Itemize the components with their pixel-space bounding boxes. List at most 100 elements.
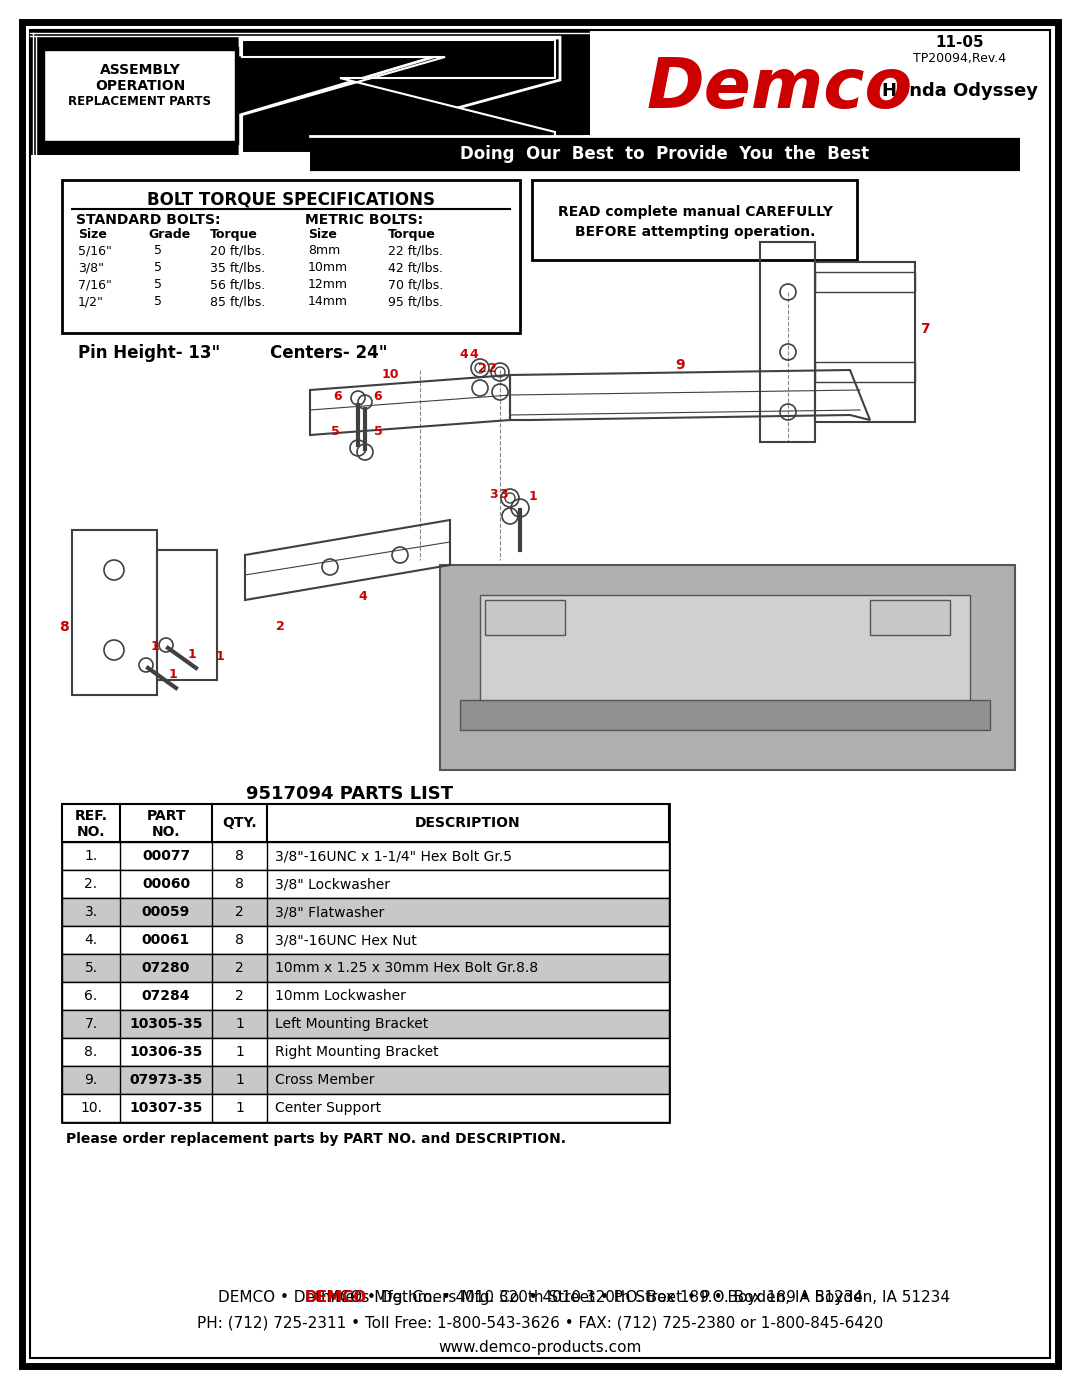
Text: 12mm: 12mm: [308, 278, 348, 291]
Text: 2: 2: [275, 620, 284, 633]
Text: BOLT TORQUE SPECIFICATIONS: BOLT TORQUE SPECIFICATIONS: [147, 190, 435, 208]
Text: 10mm: 10mm: [308, 261, 348, 273]
Bar: [62, 898, 669, 926]
Text: 10305-35: 10305-35: [130, 1017, 203, 1031]
Text: 2: 2: [235, 905, 244, 919]
Bar: [760, 242, 815, 441]
Text: 5: 5: [154, 244, 162, 257]
Text: 8mm: 8mm: [308, 244, 340, 257]
Text: DEMCO: DEMCO: [305, 1289, 367, 1305]
Text: DEMCO • Dethmers Mfg. Co. • 4010 320th Street • P.O. Box 189 • Boyden, IA 51234: DEMCO • Dethmers Mfg. Co. • 4010 320th S…: [305, 1289, 950, 1305]
Text: 2: 2: [235, 960, 244, 974]
Text: 07280: 07280: [141, 960, 190, 974]
Text: 1: 1: [168, 668, 177, 682]
Text: PH: (712) 725-2311 • Toll Free: 1-800-543-3626 • FAX: (712) 725-2380 or 1-800-84: PH: (712) 725-2311 • Toll Free: 1-800-54…: [197, 1314, 883, 1330]
Bar: [44, 50, 235, 142]
Text: 5: 5: [330, 425, 339, 439]
Text: 2.: 2.: [84, 877, 97, 891]
Text: Size: Size: [308, 228, 337, 242]
Text: 1: 1: [235, 1101, 244, 1115]
Text: Please order replacement parts by PART NO. and DESCRIPTION.: Please order replacement parts by PART N…: [66, 1133, 566, 1146]
Text: 8: 8: [235, 849, 244, 863]
Text: OPERATION: OPERATION: [95, 79, 185, 93]
Text: Demco: Demco: [647, 54, 913, 122]
Text: 07973-35: 07973-35: [130, 1073, 203, 1087]
Text: www.demco-products.com: www.demco-products.com: [438, 1339, 642, 1355]
Text: 6: 6: [334, 390, 342, 403]
Text: 10307-35: 10307-35: [130, 1101, 203, 1115]
Bar: [460, 700, 990, 730]
Text: 9.: 9.: [84, 1073, 97, 1087]
Text: 00061: 00061: [141, 933, 190, 947]
Text: 8: 8: [59, 620, 69, 634]
Text: 3/8" Lockwasher: 3/8" Lockwasher: [275, 877, 390, 891]
Text: REF.: REF.: [75, 809, 108, 823]
Text: DESCRIPTION: DESCRIPTION: [415, 816, 521, 830]
Text: 07284: 07284: [141, 990, 190, 1004]
Bar: [440, 565, 1015, 770]
Text: 10mm Lockwasher: 10mm Lockwasher: [275, 990, 406, 1004]
Text: 5: 5: [374, 425, 382, 439]
Text: 5: 5: [154, 261, 162, 273]
Text: Centers- 24": Centers- 24": [270, 344, 388, 362]
Bar: [62, 180, 519, 333]
Text: 3/8"-16UNC x 1-1/4" Hex Bolt Gr.5: 3/8"-16UNC x 1-1/4" Hex Bolt Gr.5: [275, 849, 512, 863]
Bar: [62, 843, 669, 870]
Text: 00059: 00059: [141, 905, 190, 919]
Text: 7.: 7.: [84, 1017, 97, 1031]
Text: 5/16": 5/16": [78, 244, 112, 257]
Bar: [62, 870, 669, 898]
Text: 1/2": 1/2": [78, 296, 104, 308]
Text: 3: 3: [500, 489, 509, 501]
Text: 1: 1: [235, 1045, 244, 1059]
Text: 42 ft/lbs.: 42 ft/lbs.: [388, 261, 443, 273]
Text: Right Mounting Bracket: Right Mounting Bracket: [275, 1045, 438, 1059]
Bar: [62, 1010, 669, 1038]
Text: 1: 1: [216, 650, 225, 663]
Text: 10mm x 1.25 x 30mm Hex Bolt Gr.8.8: 10mm x 1.25 x 30mm Hex Bolt Gr.8.8: [275, 960, 538, 974]
Text: DEMCO • Dethmers Mfg. Co. • 4010 320th Street • P.O. Box 189 • Boyden, IA 51234: DEMCO • Dethmers Mfg. Co. • 4010 320th S…: [217, 1289, 863, 1305]
Text: 00060: 00060: [141, 877, 190, 891]
Bar: [62, 926, 669, 954]
Polygon shape: [242, 40, 555, 153]
Text: 8: 8: [235, 877, 244, 891]
Text: READ complete manual CAREFULLY: READ complete manual CAREFULLY: [557, 205, 833, 219]
Text: 8.: 8.: [84, 1045, 97, 1059]
Text: TP20094,Rev.4: TP20094,Rev.4: [914, 51, 1007, 65]
Text: 6.: 6.: [84, 990, 97, 1004]
Text: 9517094 PARTS LIST: 9517094 PARTS LIST: [246, 786, 454, 804]
Text: Pin Height- 13": Pin Height- 13": [78, 344, 220, 362]
Text: REPLACEMENT PARTS: REPLACEMENT PARTS: [68, 94, 212, 108]
Text: Torque: Torque: [388, 228, 436, 242]
Text: STANDARD BOLTS:: STANDARD BOLTS:: [76, 212, 220, 228]
Text: 4: 4: [359, 590, 367, 602]
Text: 5.: 5.: [84, 960, 97, 974]
Text: 10306-35: 10306-35: [130, 1045, 203, 1059]
Text: Center Support: Center Support: [275, 1101, 381, 1115]
Text: 5: 5: [154, 296, 162, 308]
Bar: [62, 954, 669, 981]
Text: 1: 1: [188, 648, 197, 661]
Text: 95 ft/lbs.: 95 ft/lbs.: [388, 296, 443, 308]
Bar: [62, 804, 669, 1122]
Text: QTY.: QTY.: [222, 816, 257, 830]
Text: 70 ft/lbs.: 70 ft/lbs.: [388, 278, 443, 291]
Text: NO.: NO.: [77, 824, 105, 838]
Text: 2: 2: [477, 362, 486, 375]
Bar: [42, 49, 237, 143]
Bar: [62, 1094, 669, 1122]
Bar: [35, 362, 1045, 777]
Text: Torque: Torque: [210, 228, 258, 242]
Bar: [62, 1066, 669, 1094]
Text: 3/8": 3/8": [78, 261, 104, 273]
Bar: [72, 530, 157, 695]
Text: 00077: 00077: [141, 849, 190, 863]
Text: 1: 1: [235, 1017, 244, 1031]
Text: 2: 2: [235, 990, 244, 1004]
Text: DEMCO • Dethmers Mfg. Co. • 4010 320th Street • P.O. Box 189 • Boyden, IA 51234: DEMCO • Dethmers Mfg. Co. • 4010 320th S…: [217, 1289, 863, 1305]
Text: 1.: 1.: [84, 849, 97, 863]
Text: 35 ft/lbs.: 35 ft/lbs.: [210, 261, 265, 273]
Text: 10.: 10.: [80, 1101, 102, 1115]
Bar: [62, 981, 669, 1010]
Text: 22 ft/lbs.: 22 ft/lbs.: [388, 244, 443, 257]
